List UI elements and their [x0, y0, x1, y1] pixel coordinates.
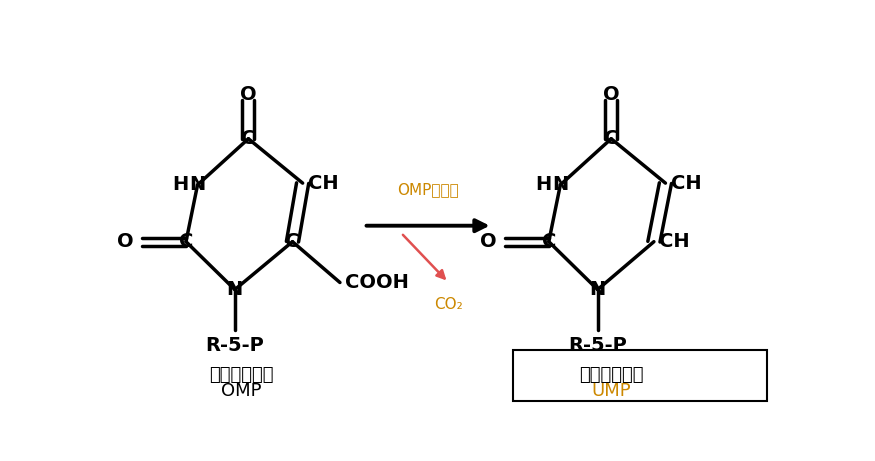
- Text: 乳清酸核苷酸: 乳清酸核苷酸: [209, 366, 274, 384]
- Text: H: H: [172, 175, 189, 195]
- Text: OMP: OMP: [221, 382, 262, 400]
- Text: C: C: [542, 232, 556, 251]
- Text: C: C: [178, 232, 193, 251]
- Text: N: N: [590, 280, 605, 299]
- Text: COOH: COOH: [346, 273, 410, 292]
- Text: CO₂: CO₂: [434, 297, 463, 312]
- Text: O: O: [240, 85, 256, 104]
- Text: N: N: [227, 280, 243, 299]
- Text: O: O: [603, 85, 620, 104]
- Text: 尿嘧啶核苷酸: 尿嘧啶核苷酸: [579, 366, 643, 384]
- Text: C: C: [285, 232, 299, 251]
- Text: CH: CH: [308, 174, 339, 193]
- Text: C: C: [604, 129, 619, 148]
- Text: N: N: [552, 175, 569, 195]
- Text: R-5-P: R-5-P: [206, 336, 264, 355]
- Text: R-5-P: R-5-P: [568, 336, 627, 355]
- Text: O: O: [117, 232, 134, 251]
- Text: H: H: [536, 175, 551, 195]
- Text: CH: CH: [660, 232, 690, 251]
- Text: UMP: UMP: [592, 382, 631, 400]
- Text: C: C: [242, 129, 256, 148]
- Text: O: O: [480, 232, 497, 251]
- Text: CH: CH: [671, 174, 702, 193]
- Text: N: N: [189, 175, 206, 195]
- Bar: [513, 350, 767, 402]
- Text: OMP脱羧酶: OMP脱羧酶: [397, 182, 459, 197]
